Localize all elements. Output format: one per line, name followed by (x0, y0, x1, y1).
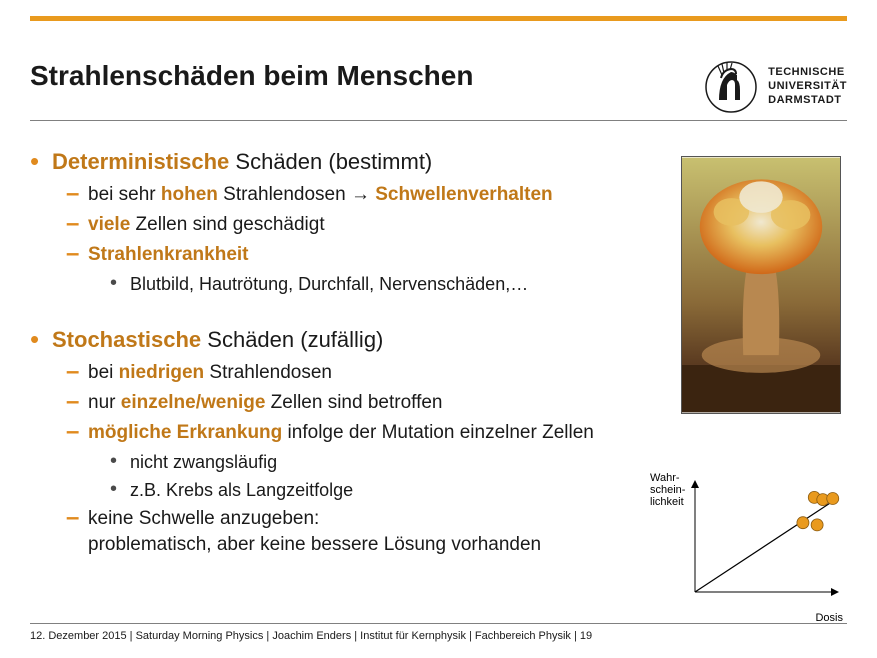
bullet-level-2: –mögliche Erkrankung infolge der Mutatio… (66, 420, 847, 446)
footer-text: 12. Dezember 2015 | Saturday Morning Phy… (30, 630, 847, 642)
slide: Strahlenschäden beim Menschen TECHNISCHE… (0, 0, 877, 658)
logo-text-line: UNIVERSITÄT (768, 80, 847, 94)
chart-y-label: Wahr-schein-lichkeit (650, 472, 685, 508)
logo-text-line: TECHNISCHE (768, 66, 847, 80)
footer-rule (30, 623, 847, 624)
logo-text: TECHNISCHE UNIVERSITÄT DARMSTADT (768, 66, 847, 107)
probability-dose-chart: Wahr-schein-lichkeit Dosis (653, 476, 843, 606)
mushroom-cloud-image (681, 156, 841, 414)
mushroom-cloud-icon (682, 157, 840, 413)
athena-logo-icon (704, 60, 758, 114)
logo-text-line: DARMSTADT (768, 94, 847, 108)
top-accent-bar (30, 16, 847, 21)
bullet-level-3: •nicht zwangsläufig (110, 450, 847, 474)
page-title: Strahlenschäden beim Menschen (30, 60, 473, 92)
title-underline (30, 120, 847, 121)
title-row: Strahlenschäden beim Menschen TECHNISCHE… (30, 60, 847, 114)
university-logo: TECHNISCHE UNIVERSITÄT DARMSTADT (704, 60, 847, 114)
